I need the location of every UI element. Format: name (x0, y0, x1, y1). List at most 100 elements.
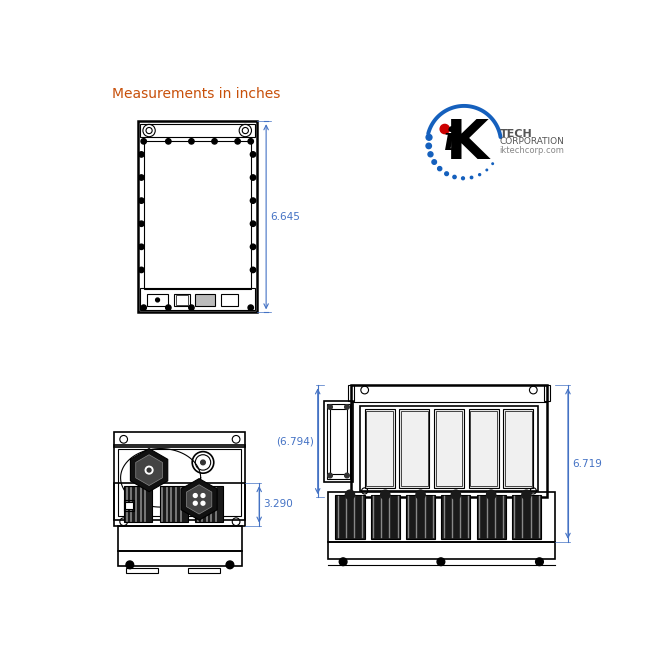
Circle shape (193, 501, 197, 505)
Circle shape (426, 134, 432, 140)
Bar (174, 293, 190, 306)
Circle shape (426, 143, 432, 149)
Circle shape (428, 152, 433, 157)
Bar (144, 141, 250, 289)
Bar (328, 542, 555, 559)
Bar (366, 411, 393, 486)
Bar (176, 295, 188, 305)
Circle shape (453, 176, 456, 178)
Bar (328, 492, 555, 542)
Bar (434, 409, 464, 488)
Circle shape (486, 490, 496, 499)
Bar (351, 386, 547, 497)
Circle shape (139, 244, 144, 249)
Bar (512, 495, 541, 539)
Bar (324, 401, 353, 482)
Bar (220, 293, 238, 306)
Circle shape (139, 175, 144, 180)
Bar (436, 411, 462, 486)
Bar (114, 432, 245, 447)
Polygon shape (130, 449, 168, 492)
Circle shape (212, 139, 217, 144)
Circle shape (235, 139, 240, 144)
Polygon shape (186, 485, 212, 514)
Bar (327, 404, 350, 478)
Circle shape (248, 305, 253, 311)
Polygon shape (136, 455, 162, 486)
Circle shape (381, 490, 390, 499)
Bar (195, 293, 214, 306)
Text: 6.719: 6.719 (572, 459, 602, 468)
Text: Measurements in inches: Measurements in inches (112, 87, 281, 101)
Bar (330, 409, 347, 474)
Bar (188, 568, 220, 572)
Bar (544, 386, 550, 401)
Bar (476, 495, 506, 539)
Bar (469, 409, 498, 488)
Bar (140, 288, 255, 310)
Circle shape (522, 490, 531, 499)
Bar (118, 526, 242, 551)
Circle shape (328, 473, 333, 478)
Bar (124, 486, 152, 522)
Bar (470, 411, 497, 486)
Text: 6.645: 6.645 (270, 212, 300, 222)
Circle shape (156, 298, 160, 302)
Circle shape (250, 221, 256, 226)
Circle shape (193, 494, 197, 497)
Text: (6.794): (6.794) (276, 436, 314, 446)
Circle shape (201, 501, 205, 505)
Circle shape (166, 139, 171, 144)
Text: K: K (446, 117, 488, 172)
Bar (114, 483, 245, 526)
Bar (365, 409, 395, 488)
Bar (401, 411, 428, 486)
Circle shape (437, 558, 445, 566)
Bar (118, 551, 242, 567)
Circle shape (339, 558, 347, 566)
Circle shape (250, 175, 256, 180)
Circle shape (139, 198, 144, 203)
Circle shape (166, 305, 171, 311)
Circle shape (201, 494, 205, 497)
Circle shape (438, 166, 442, 170)
Bar (125, 501, 133, 509)
Circle shape (445, 172, 448, 176)
Circle shape (141, 305, 146, 311)
Bar (147, 293, 168, 306)
Circle shape (328, 405, 333, 409)
Bar (503, 409, 533, 488)
Circle shape (139, 267, 144, 272)
Circle shape (345, 405, 349, 409)
Bar (406, 495, 435, 539)
Circle shape (536, 558, 543, 566)
Circle shape (250, 267, 256, 272)
Text: CORPORATION: CORPORATION (500, 137, 564, 146)
Circle shape (145, 467, 153, 474)
Circle shape (345, 490, 355, 499)
Bar (335, 495, 365, 539)
Text: TECH: TECH (500, 128, 532, 139)
Bar (442, 495, 470, 539)
Circle shape (250, 244, 256, 249)
Circle shape (470, 176, 473, 179)
Bar (360, 406, 538, 491)
Circle shape (452, 490, 460, 499)
Bar (195, 486, 223, 522)
Circle shape (416, 490, 426, 499)
Bar (138, 121, 257, 313)
Bar (371, 495, 400, 539)
Bar (399, 409, 430, 488)
Bar (348, 386, 354, 401)
Circle shape (432, 160, 436, 164)
Polygon shape (181, 478, 217, 520)
Circle shape (189, 305, 194, 311)
Circle shape (147, 468, 151, 472)
Circle shape (139, 152, 144, 157)
Circle shape (440, 124, 450, 134)
Circle shape (141, 139, 146, 144)
Bar (124, 500, 134, 511)
Circle shape (492, 163, 494, 164)
Bar (160, 486, 188, 522)
Circle shape (248, 139, 253, 144)
